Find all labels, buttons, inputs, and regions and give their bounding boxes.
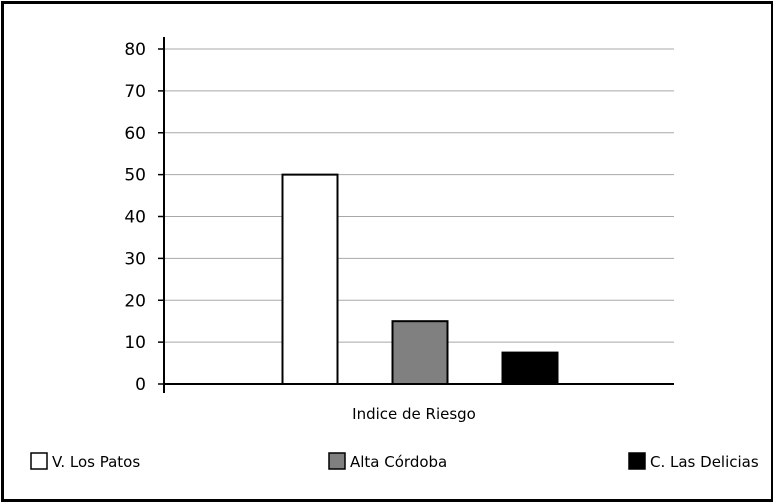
x-axis-label: Indice de Riesgo: [352, 405, 476, 423]
y-tick-label: 70: [124, 82, 146, 102]
legend: V. Los Patos Alta Córdoba C. Las Delicias: [30, 452, 759, 471]
legend-label-alta-c-rdoba: Alta Córdoba: [350, 453, 447, 471]
axes: [163, 37, 674, 393]
bar-v-los-patos: [281, 173, 339, 385]
legend-label-v-los-patos: V. Los Patos: [52, 453, 140, 471]
y-tick-label: 30: [124, 249, 146, 269]
gridlines: [164, 48, 674, 343]
y-tick-label: 60: [124, 124, 146, 144]
legend-swatch-c-las-delicias: [628, 452, 646, 470]
bars: [281, 173, 559, 385]
legend-label-c-las-delicias: C. Las Delicias: [650, 453, 759, 471]
y-tick-label: 20: [124, 291, 146, 311]
y-axis-ticks: 0 10 20 30 40 50 60 70 80: [124, 40, 164, 395]
legend-swatch-alta-c-rdoba: [328, 452, 346, 470]
y-tick-label: 50: [124, 166, 146, 186]
y-tick-label: 0: [135, 375, 146, 395]
bar-c-las-delicias: [501, 351, 559, 385]
y-tick-label: 80: [124, 40, 146, 60]
legend-swatch-v-los-patos: [30, 452, 48, 470]
y-tick-label: 10: [124, 333, 146, 353]
y-tick-label: 40: [124, 208, 146, 228]
bar-alta-c-rdoba: [391, 320, 449, 385]
